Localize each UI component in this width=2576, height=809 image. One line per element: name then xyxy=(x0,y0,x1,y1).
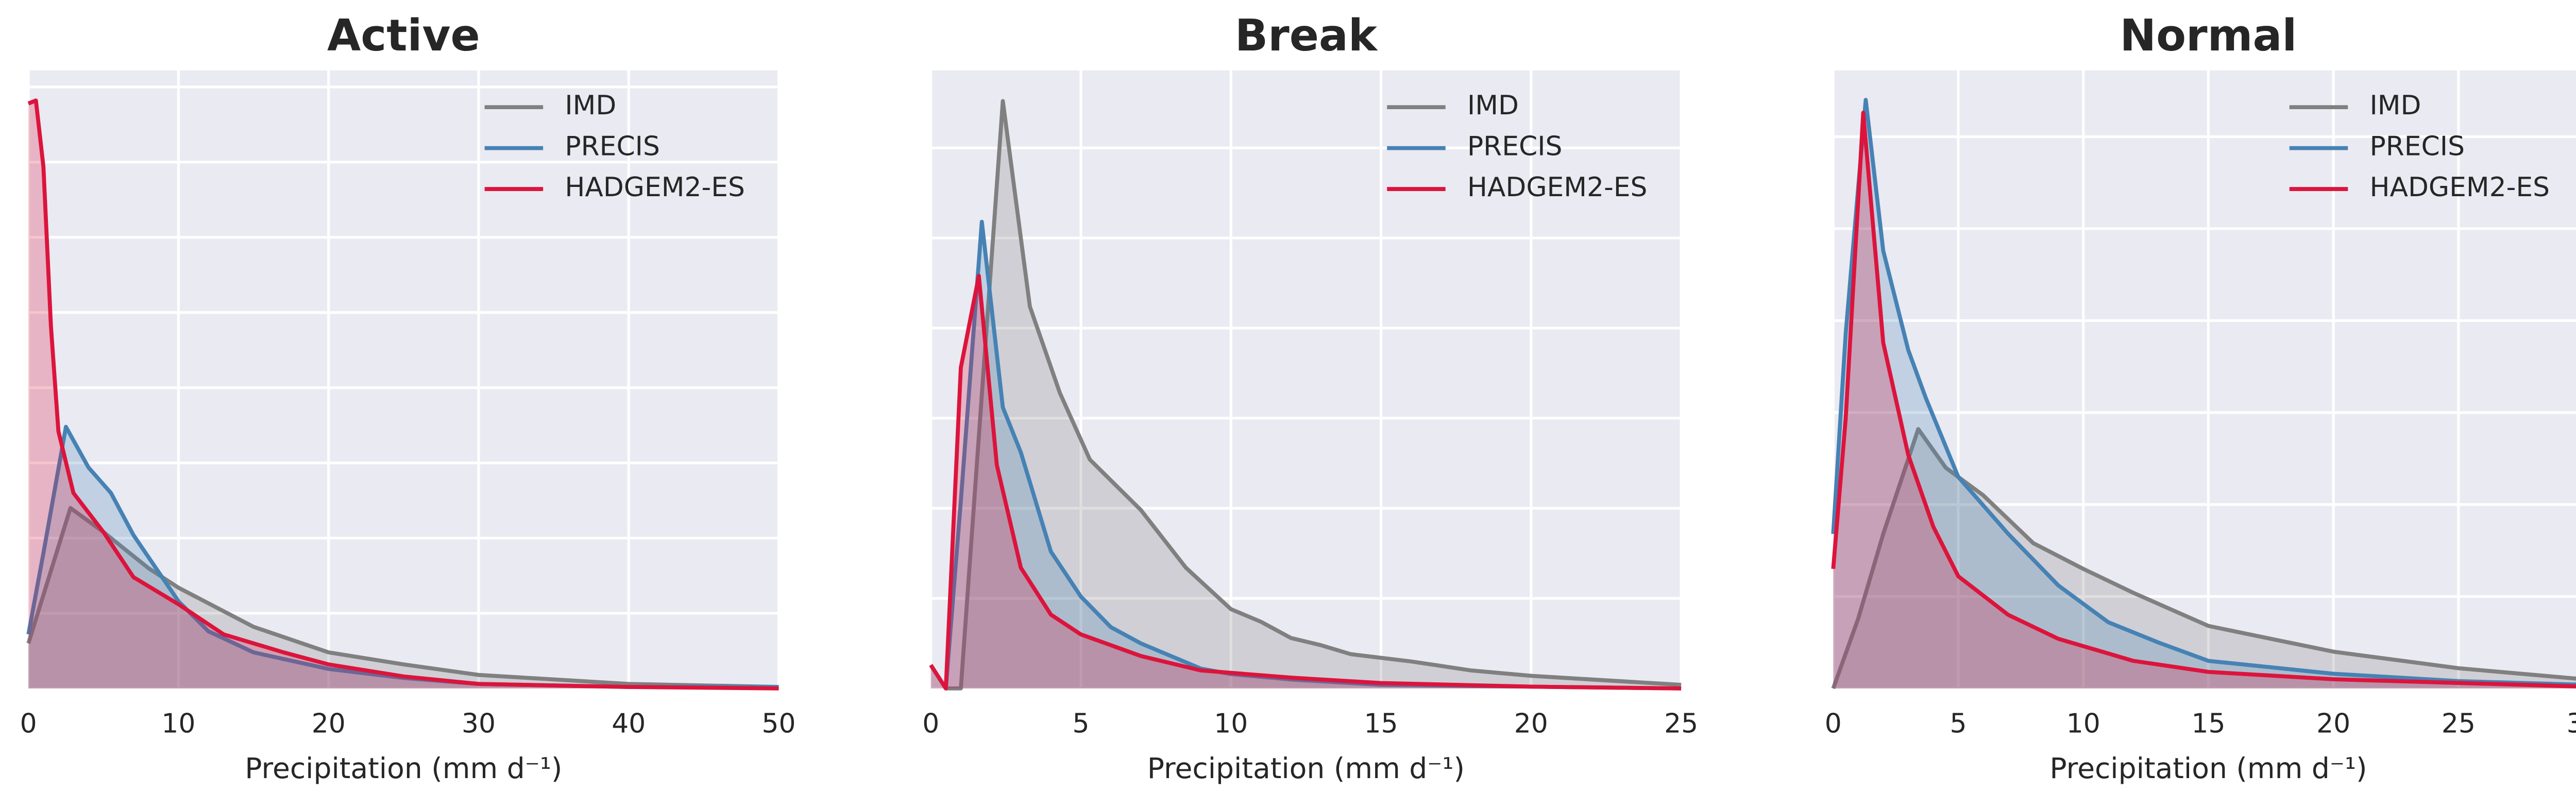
x-tick-label: 15 xyxy=(1364,708,1398,739)
series-line xyxy=(1831,111,2576,688)
x-tick-label: 0 xyxy=(1825,708,1842,739)
x-axis-label: Precipitation (mm d⁻¹) xyxy=(2049,752,2367,785)
x-tick-label: 20 xyxy=(2316,708,2350,739)
x-tick-label: 25 xyxy=(1664,708,1698,739)
x-axis-label: Precipitation (mm d⁻¹) xyxy=(245,752,562,785)
legend-label: PRECIS xyxy=(1467,131,1563,162)
x-axis-label: Precipitation (mm d⁻¹) xyxy=(1147,752,1465,785)
series-line xyxy=(27,98,779,691)
x-tick-label: 20 xyxy=(312,708,346,739)
legend-label: IMD xyxy=(565,90,616,121)
x-tick-label: 20 xyxy=(1514,708,1548,739)
series-line xyxy=(945,99,1682,691)
x-tick-label: 5 xyxy=(1950,708,1967,739)
chart-title: Active xyxy=(327,10,480,61)
legend-label: HADGEM2-ES xyxy=(1467,172,1648,203)
x-tick-label: 30 xyxy=(462,708,496,739)
area-fill xyxy=(28,426,779,688)
x-tick-label: 30 xyxy=(2567,708,2576,739)
series-line xyxy=(1831,427,2576,690)
area-fill xyxy=(28,508,779,688)
legend-label: PRECIS xyxy=(565,131,660,162)
area-fill xyxy=(1833,429,2576,688)
area-fill xyxy=(1833,112,2576,688)
area-fill xyxy=(1833,99,2576,688)
chart-title: Break xyxy=(1235,10,1378,61)
x-tick-label: 10 xyxy=(161,708,195,739)
x-tick-label: 50 xyxy=(762,708,796,739)
legend-label: HADGEM2-ES xyxy=(2369,172,2550,203)
x-tick-label: 0 xyxy=(922,708,939,739)
series-line xyxy=(929,273,1682,691)
x-tick-label: 10 xyxy=(2066,708,2100,739)
x-tick-label: 25 xyxy=(2442,708,2476,739)
area-fill xyxy=(28,100,779,688)
legend-label: PRECIS xyxy=(2369,131,2465,162)
area-fill xyxy=(930,221,1682,688)
x-tick-label: 40 xyxy=(612,708,646,739)
x-tick-label: 10 xyxy=(1214,708,1248,739)
legend-label: IMD xyxy=(2369,90,2421,121)
chart-title: Normal xyxy=(2120,10,2297,61)
x-tick-label: 15 xyxy=(2191,708,2225,739)
area-fill xyxy=(945,101,1682,688)
x-tick-label: 5 xyxy=(1072,708,1089,739)
area-fill xyxy=(930,276,1682,688)
legend-label: IMD xyxy=(1467,90,1519,121)
legend-label: HADGEM2-ES xyxy=(565,172,745,203)
x-tick-label: 0 xyxy=(20,708,37,739)
series-line xyxy=(1831,98,2576,687)
plot-background xyxy=(28,70,779,688)
